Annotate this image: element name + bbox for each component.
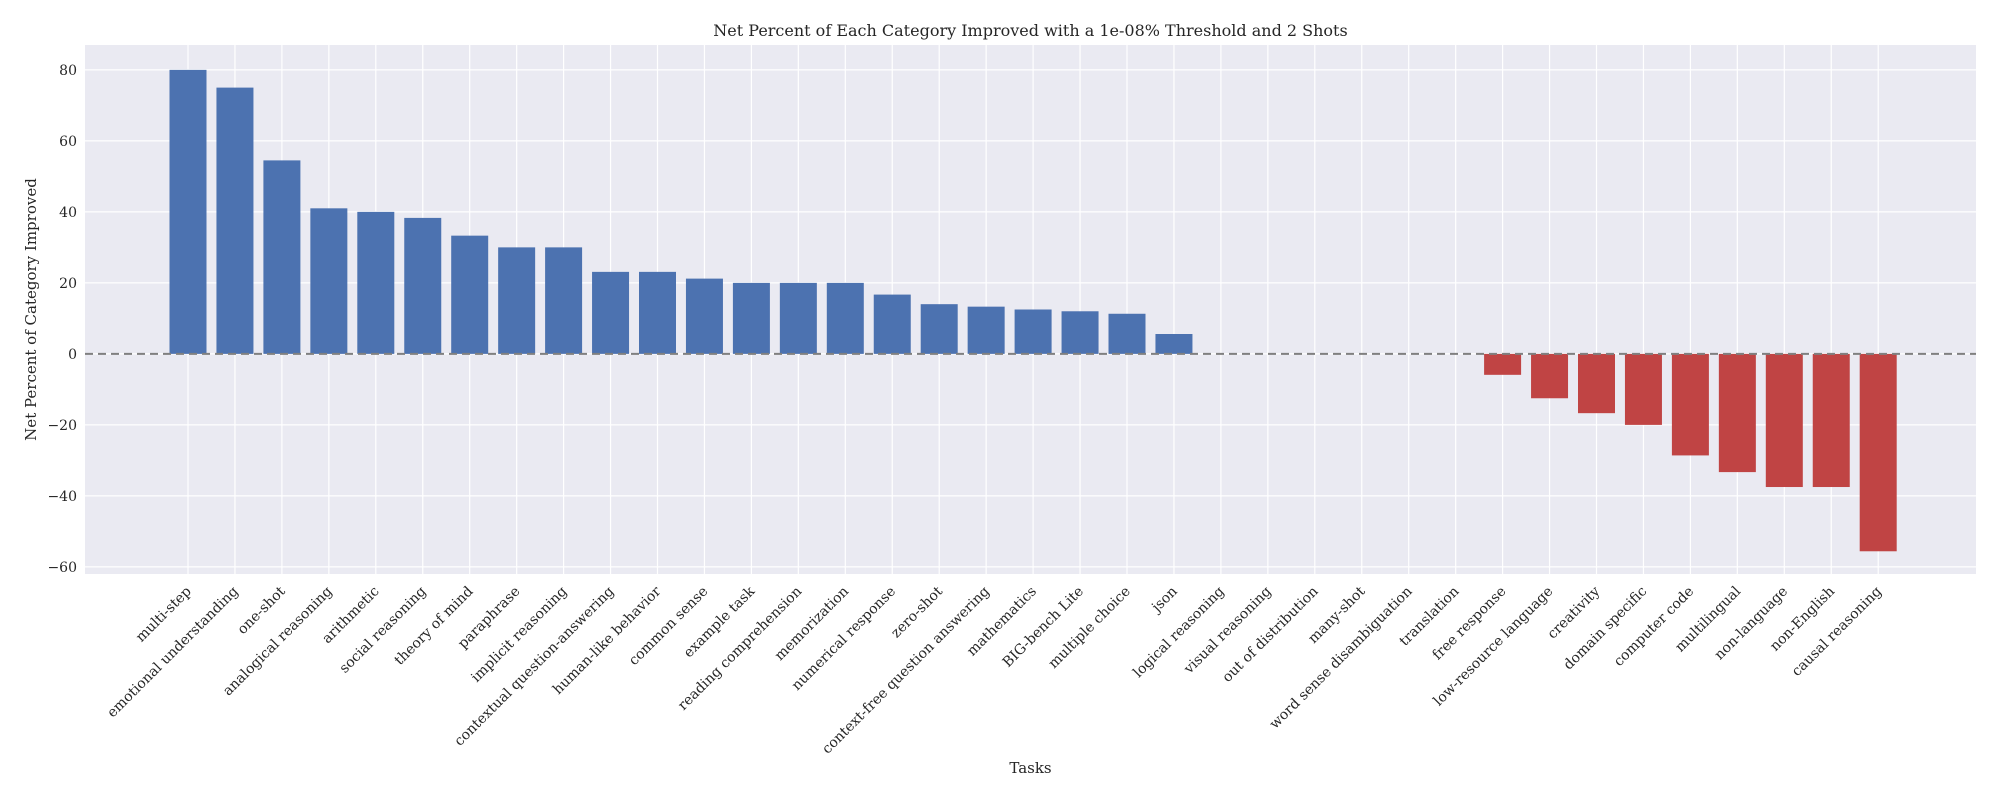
x-tick-label: domain specific — [1561, 583, 1651, 673]
bar — [732, 282, 770, 354]
chart-title: Net Percent of Each Category Improved wi… — [713, 21, 1347, 40]
bar — [1484, 353, 1522, 375]
y-tick-label: 20 — [59, 276, 77, 292]
bar — [685, 278, 723, 354]
y-tick-label: −20 — [47, 418, 77, 434]
bar — [1108, 313, 1146, 354]
bar — [357, 211, 395, 354]
x-tick-label: context-free question answering — [819, 583, 993, 757]
bar — [1859, 353, 1897, 552]
x-tick-label: computer code — [1611, 584, 1697, 670]
bar — [1624, 353, 1662, 425]
y-tick-labels: −60 −40 −20 0 20 40 60 80 — [47, 63, 77, 576]
x-tick-label: common sense — [626, 584, 711, 669]
y-tick-label: −60 — [47, 560, 77, 576]
y-tick-label: 0 — [68, 347, 77, 363]
x-tick-label: social reasoning — [337, 583, 430, 676]
x-axis-label: Tasks — [1009, 759, 1051, 777]
bar — [310, 208, 348, 354]
bar — [826, 282, 864, 354]
x-tick-label: logical reasoning — [1130, 583, 1228, 681]
bar — [404, 217, 442, 354]
bar — [263, 160, 301, 354]
bar — [967, 306, 1005, 354]
bar — [1765, 353, 1803, 488]
bar — [1671, 353, 1709, 456]
bar — [1718, 353, 1756, 473]
bar — [1531, 353, 1569, 399]
y-tick-label: 60 — [59, 134, 77, 150]
y-tick-label: 80 — [59, 63, 77, 79]
bar — [1155, 333, 1193, 354]
bar — [1061, 311, 1099, 354]
bar — [779, 282, 817, 354]
bar — [1578, 353, 1615, 414]
bar — [498, 247, 536, 354]
x-tick-label: multiple choice — [1045, 584, 1133, 672]
bars — [169, 69, 1897, 552]
y-axis-label: Net Percent of Category Improved — [22, 178, 40, 441]
bar — [1014, 309, 1052, 354]
x-tick-label: BIG-bench Lite — [1000, 584, 1087, 671]
bar — [216, 87, 254, 354]
bar — [1812, 353, 1850, 488]
bar — [639, 271, 676, 354]
bar — [592, 271, 630, 354]
x-tick-label: causal reasoning — [1789, 583, 1885, 679]
bar — [169, 69, 207, 354]
bar — [920, 304, 958, 354]
bar — [873, 294, 911, 354]
x-tick-label: json — [1148, 584, 1181, 617]
y-tick-label: −40 — [47, 489, 77, 505]
y-tick-label: 40 — [59, 205, 77, 221]
x-tick-label: visual reasoning — [1180, 583, 1274, 677]
bar — [545, 247, 583, 354]
bar — [451, 235, 489, 354]
